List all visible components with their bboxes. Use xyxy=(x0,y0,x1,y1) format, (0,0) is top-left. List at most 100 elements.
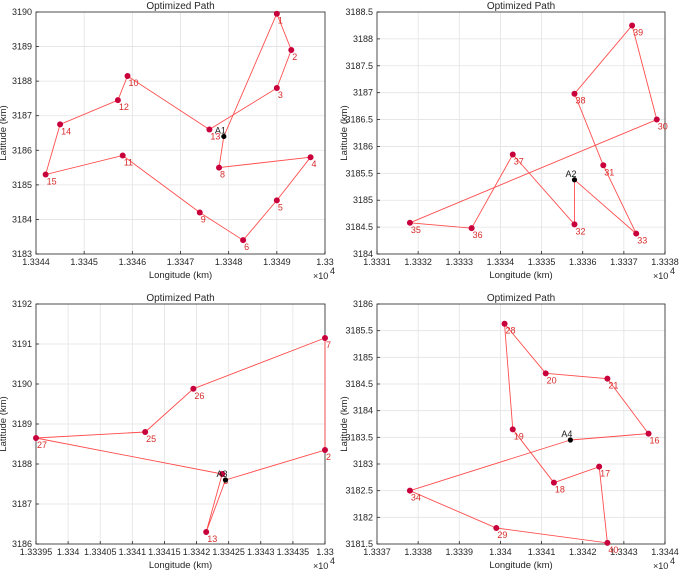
waypoint-label: 8 xyxy=(220,170,225,180)
waypoint-17 xyxy=(596,463,603,470)
y-tick-label: 3185 xyxy=(353,195,373,205)
y-tick-label: 3188 xyxy=(353,34,373,44)
waypoint-label: 28 xyxy=(506,326,516,336)
waypoint-38 xyxy=(571,90,578,97)
chart-title: Optimized Path xyxy=(487,293,555,304)
x-exponent-power: 4 xyxy=(670,556,675,566)
x-tick-label: 1.3337 xyxy=(610,257,638,267)
y-tick-label: 3186 xyxy=(353,299,373,309)
y-tick-label: 3190 xyxy=(12,379,32,389)
x-tick-label: 1.33395 xyxy=(20,547,53,557)
x-tick-label: 1.33425 xyxy=(212,547,245,557)
waypoint-26 xyxy=(190,385,197,392)
x-axis-label: Longitude (km) xyxy=(149,270,212,281)
y-tick-label: 3186 xyxy=(353,141,373,151)
chart-panel-2: 1.3331 1.3332 1.3333 1.3334 1.3335 1.3336 1.33… xyxy=(339,1,679,281)
x-tick-label: 1.3332 xyxy=(404,257,432,267)
waypoint-label: 12 xyxy=(119,102,129,112)
y-tick-label: 3187 xyxy=(353,88,373,98)
y-tick-label: 3187 xyxy=(12,111,32,121)
waypoint-36 xyxy=(468,225,475,232)
waypoint-11 xyxy=(119,152,126,159)
y-tick-label: 3192 xyxy=(12,299,32,309)
x-exponent-power: 4 xyxy=(670,266,675,276)
chart-title: Optimized Path xyxy=(487,1,555,12)
waypoint-label: 30 xyxy=(658,122,668,132)
waypoint-10 xyxy=(124,72,131,79)
x-tick-label: 1.3338 xyxy=(404,547,432,557)
y-tick-label: 3183 xyxy=(12,249,32,259)
waypoint-40 xyxy=(604,539,611,546)
waypoint-label: 38 xyxy=(575,96,585,106)
waypoint-label: 15 xyxy=(47,176,57,186)
y-tick-label: 3184 xyxy=(353,406,373,416)
x-tick-label: 1.3346 xyxy=(119,257,147,267)
x-tick-label: 1.3341 xyxy=(528,547,556,557)
x-tick-label: 1.33 xyxy=(316,547,334,557)
x-tick-label: 1.334 xyxy=(57,547,80,557)
x-tick-label: 1.3342 xyxy=(569,547,597,557)
waypoint-16 xyxy=(645,430,652,437)
y-tick-label: 3188 xyxy=(12,459,32,469)
waypoint-label: 37 xyxy=(514,157,524,167)
y-axis-label: Latitude (km) xyxy=(0,396,9,451)
x-axis-label: Longitude (km) xyxy=(489,560,552,571)
waypoint-5 xyxy=(273,197,280,204)
depot-label: A1 xyxy=(215,125,226,135)
y-tick-label: 3190 xyxy=(12,7,32,17)
waypoint-13 xyxy=(206,126,213,133)
waypoint-6 xyxy=(240,237,247,244)
waypoint-9 xyxy=(196,209,203,216)
waypoint-label: 31 xyxy=(604,167,614,177)
x-exponent-label: ×10 xyxy=(313,561,328,571)
x-exponent-power: 4 xyxy=(330,556,335,566)
x-tick-label: 1.3349 xyxy=(263,257,291,267)
waypoint-3 xyxy=(219,471,226,477)
x-axis-label: Longitude (km) xyxy=(489,270,552,281)
axes-frame xyxy=(376,303,666,545)
y-tick-label: 3184.5 xyxy=(345,222,373,232)
waypoint-label: 36 xyxy=(473,230,483,240)
waypoint-37 xyxy=(509,151,516,158)
waypoint-label: 13 xyxy=(210,132,220,142)
x-exponent-label: ×10 xyxy=(653,561,668,571)
x-tick-label: 1.3337 xyxy=(363,547,391,557)
x-tick-label: 1.3331 xyxy=(363,257,391,267)
x-tick-label: 1.3344 xyxy=(651,547,679,557)
waypoint-label: 11 xyxy=(124,157,133,167)
waypoint-label: 34 xyxy=(411,493,421,503)
y-tick-label: 3185.5 xyxy=(345,326,373,336)
y-tick-label: 3184 xyxy=(353,249,373,259)
x-tick-label: 1.33405 xyxy=(84,547,117,557)
depot-marker xyxy=(571,177,578,183)
route-path xyxy=(44,12,312,241)
x-tick-label: 1.3336 xyxy=(569,257,597,267)
waypoint-label: 40 xyxy=(608,545,618,555)
waypoint-28 xyxy=(501,320,508,327)
waypoint-2 xyxy=(288,47,295,54)
depot-marker xyxy=(567,437,573,443)
x-tick-label: 1.3342 xyxy=(183,547,211,557)
depot-label: A2 xyxy=(565,169,576,179)
y-tick-label: 3181.5 xyxy=(345,539,373,549)
y-tick-label: 3186 xyxy=(12,145,32,155)
depot-marker xyxy=(221,133,227,140)
y-tick-label: 3188.5 xyxy=(345,7,373,17)
y-axis-label: Latitude (km) xyxy=(0,105,9,160)
y-tick-label: 3187 xyxy=(12,499,32,509)
waypoint-7 xyxy=(322,335,328,341)
y-tick-label: 3183 xyxy=(353,459,373,469)
waypoint-35 xyxy=(406,219,413,226)
waypoint-label: 25 xyxy=(146,434,156,444)
waypoint-label: 39 xyxy=(633,27,643,37)
waypoint-13 xyxy=(203,529,210,535)
waypoint-label: 21 xyxy=(608,381,618,391)
depot-label: A4 xyxy=(561,429,572,439)
y-tick-label: 3186.5 xyxy=(345,115,373,125)
waypoint-12 xyxy=(114,97,121,104)
y-tick-label: 3182 xyxy=(353,512,373,522)
chart-panel-4: 1.3337 1.3338 1.3339 1.334 1.3341 1.3342 1.334… xyxy=(339,293,679,571)
x-tick-label: 1.3341 xyxy=(119,547,147,557)
chart-title: Optimized Path xyxy=(146,293,214,304)
y-tick-label: 3186 xyxy=(12,539,32,549)
